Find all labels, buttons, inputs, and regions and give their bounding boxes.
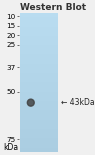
Title: Western Blot: Western Blot <box>20 3 86 12</box>
Text: ← 43kDa: ← 43kDa <box>61 98 94 107</box>
Text: kDa: kDa <box>3 143 18 152</box>
Ellipse shape <box>27 99 34 106</box>
